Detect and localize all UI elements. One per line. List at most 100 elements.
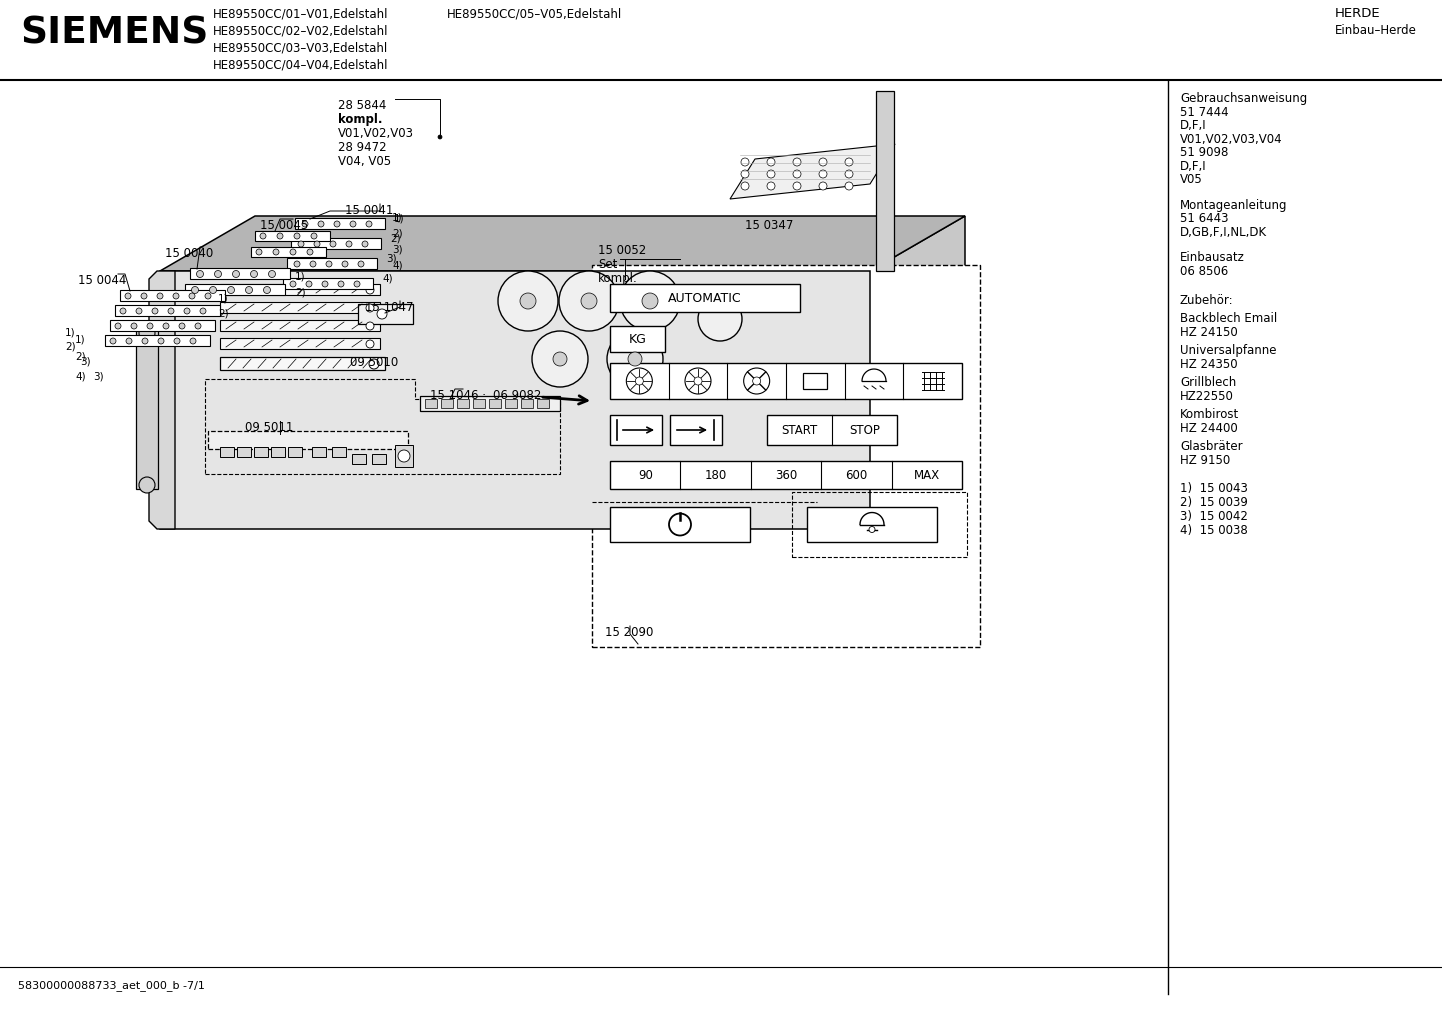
Circle shape bbox=[209, 286, 216, 293]
Bar bbox=[610, 461, 962, 489]
Text: 180: 180 bbox=[705, 469, 727, 482]
Text: 15 2090: 15 2090 bbox=[606, 626, 653, 639]
Bar bbox=[105, 335, 211, 346]
Circle shape bbox=[362, 242, 368, 247]
Circle shape bbox=[369, 359, 379, 369]
Text: HERDE: HERDE bbox=[1335, 7, 1380, 20]
Bar bbox=[283, 278, 373, 289]
Circle shape bbox=[753, 377, 761, 385]
Text: 15 0045: 15 0045 bbox=[260, 219, 309, 232]
Text: 3): 3) bbox=[92, 371, 104, 381]
Bar bbox=[190, 268, 290, 279]
Bar bbox=[254, 447, 268, 457]
Bar bbox=[358, 304, 412, 324]
Circle shape bbox=[342, 261, 348, 267]
Bar bbox=[221, 320, 381, 331]
Bar bbox=[610, 326, 665, 352]
Text: 4): 4) bbox=[382, 273, 392, 283]
Text: SIEMENS: SIEMENS bbox=[20, 15, 209, 51]
Text: 15 1046 ·: 15 1046 · bbox=[430, 389, 486, 403]
Circle shape bbox=[157, 293, 163, 299]
Circle shape bbox=[141, 293, 147, 299]
Circle shape bbox=[125, 338, 133, 344]
Text: 1)  15 0043: 1) 15 0043 bbox=[1180, 482, 1247, 495]
Circle shape bbox=[136, 308, 141, 314]
Circle shape bbox=[698, 297, 743, 341]
Circle shape bbox=[159, 338, 164, 344]
Text: 1): 1) bbox=[75, 334, 85, 344]
Polygon shape bbox=[136, 329, 159, 489]
Circle shape bbox=[552, 352, 567, 366]
Circle shape bbox=[192, 286, 199, 293]
Circle shape bbox=[741, 158, 748, 166]
Bar bbox=[808, 507, 937, 542]
Bar bbox=[372, 454, 386, 464]
Circle shape bbox=[147, 323, 153, 329]
Text: HZ 24350: HZ 24350 bbox=[1180, 358, 1237, 371]
Bar bbox=[120, 290, 225, 301]
Text: D,GB,F,I,NL,DK: D,GB,F,I,NL,DK bbox=[1180, 225, 1268, 238]
Text: 4): 4) bbox=[392, 260, 402, 270]
Bar bbox=[271, 447, 286, 457]
Polygon shape bbox=[870, 216, 965, 529]
Text: MAX: MAX bbox=[914, 469, 940, 482]
Text: 51 7444: 51 7444 bbox=[1180, 106, 1229, 118]
Text: kompl.: kompl. bbox=[337, 113, 382, 126]
Circle shape bbox=[642, 293, 658, 309]
Circle shape bbox=[151, 308, 159, 314]
Circle shape bbox=[290, 249, 296, 255]
Circle shape bbox=[870, 527, 875, 533]
Bar bbox=[185, 284, 286, 294]
Circle shape bbox=[205, 293, 211, 299]
Bar bbox=[536, 399, 549, 408]
Text: 06 8506: 06 8506 bbox=[1180, 265, 1229, 277]
Text: 1): 1) bbox=[394, 213, 405, 223]
Bar bbox=[395, 445, 412, 467]
Circle shape bbox=[346, 242, 352, 247]
Bar bbox=[521, 399, 534, 408]
Bar bbox=[115, 305, 221, 316]
Bar bbox=[593, 265, 981, 647]
Circle shape bbox=[115, 323, 121, 329]
Circle shape bbox=[629, 352, 642, 366]
Polygon shape bbox=[149, 271, 174, 529]
Circle shape bbox=[294, 233, 300, 239]
Bar bbox=[425, 399, 437, 408]
Text: V05: V05 bbox=[1180, 173, 1203, 186]
Text: 15 0041: 15 0041 bbox=[345, 204, 394, 217]
Circle shape bbox=[195, 323, 200, 329]
Circle shape bbox=[845, 158, 854, 166]
Circle shape bbox=[163, 323, 169, 329]
Circle shape bbox=[767, 182, 774, 190]
Text: START: START bbox=[782, 424, 818, 436]
Text: V01,V02,V03,V04: V01,V02,V03,V04 bbox=[1180, 132, 1282, 146]
Circle shape bbox=[497, 271, 558, 331]
Circle shape bbox=[169, 308, 174, 314]
Text: Grillblech: Grillblech bbox=[1180, 376, 1236, 389]
Text: 1): 1) bbox=[392, 212, 402, 222]
Bar bbox=[255, 231, 330, 242]
Circle shape bbox=[767, 170, 774, 178]
Text: 2): 2) bbox=[389, 233, 401, 243]
Bar bbox=[288, 447, 301, 457]
Bar bbox=[792, 492, 968, 557]
Bar bbox=[473, 399, 485, 408]
Text: 3)  15 0042: 3) 15 0042 bbox=[1180, 510, 1247, 523]
Text: Einbausatz: Einbausatz bbox=[1180, 251, 1244, 264]
Text: 360: 360 bbox=[774, 469, 797, 482]
Text: 09 5010: 09 5010 bbox=[350, 356, 398, 369]
Circle shape bbox=[438, 135, 443, 139]
Text: 51 6443: 51 6443 bbox=[1180, 212, 1229, 225]
Circle shape bbox=[298, 242, 304, 247]
Circle shape bbox=[845, 182, 854, 190]
Bar bbox=[221, 284, 381, 294]
Text: HZ 24150: HZ 24150 bbox=[1180, 325, 1237, 338]
Circle shape bbox=[290, 281, 296, 287]
Circle shape bbox=[185, 308, 190, 314]
Text: HZ 9150: HZ 9150 bbox=[1180, 453, 1230, 467]
Text: kompl.: kompl. bbox=[598, 272, 637, 285]
Circle shape bbox=[607, 331, 663, 387]
Circle shape bbox=[767, 158, 774, 166]
Bar bbox=[352, 454, 366, 464]
Bar bbox=[489, 399, 500, 408]
